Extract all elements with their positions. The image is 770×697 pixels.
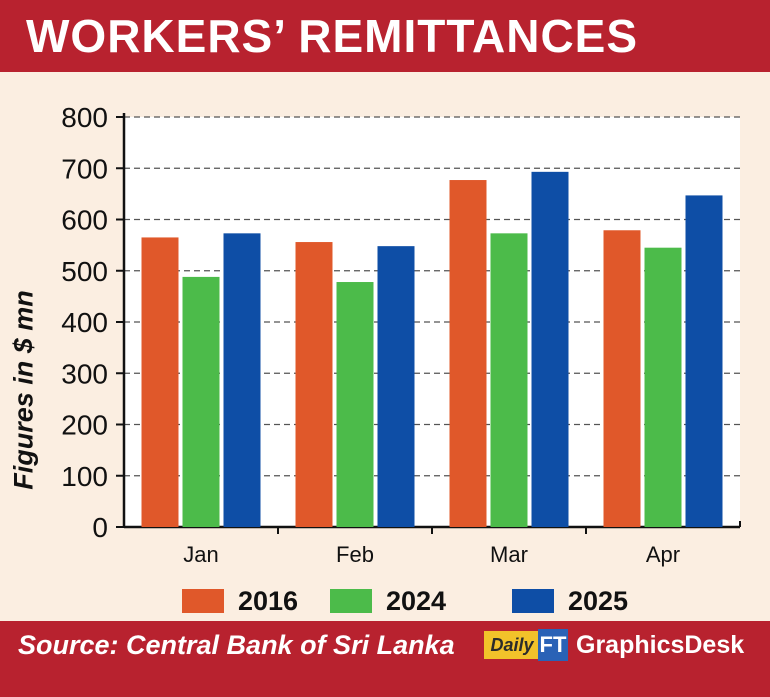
- y-tick-label-600: 600: [61, 205, 108, 236]
- bar-apr-2025: [685, 195, 723, 527]
- legend-swatch-2016: [182, 589, 224, 613]
- bar-feb-2024: [336, 282, 374, 527]
- bar-apr-2024: [644, 247, 682, 527]
- y-tick-label-700: 700: [61, 153, 108, 184]
- x-tick-label-mar: Mar: [490, 542, 528, 567]
- x-tick-label-apr: Apr: [646, 542, 680, 567]
- legend-label-2016: 2016: [238, 586, 299, 616]
- legend: 2016 2024 2025: [0, 580, 770, 620]
- y-tick-label-400: 400: [61, 307, 108, 338]
- chart-title: WORKERS’ REMITTANCES: [26, 10, 639, 62]
- source-note: Source: Central Bank of Sri Lanka: [18, 630, 455, 660]
- bar-apr-2016: [603, 230, 641, 527]
- bar-mar-2016: [449, 180, 487, 527]
- x-tick-label-jan: Jan: [183, 542, 218, 567]
- legend-label-2025: 2025: [568, 586, 629, 616]
- legend-swatch-2025: [512, 589, 554, 613]
- bar-chart: 0 100 200 300 400 500 600 700 800 Jan Feb Mar Apr: [61, 102, 741, 567]
- brand-desk: GraphicsDesk: [576, 631, 745, 659]
- y-tick-label-300: 300: [61, 358, 108, 389]
- y-tick-label-500: 500: [61, 256, 108, 287]
- y-tick-label-0: 0: [92, 512, 108, 543]
- bar-feb-2016: [295, 242, 333, 528]
- x-tick-label-feb: Feb: [336, 542, 374, 567]
- brand-daily: Daily: [484, 631, 540, 659]
- footer-banner: Source: Central Bank of Sri Lanka Daily …: [0, 621, 770, 697]
- y-tick-label-200: 200: [61, 410, 108, 441]
- header-banner: WORKERS’ REMITTANCES: [0, 0, 770, 72]
- y-axis-label: Figures in $ mn: [8, 290, 39, 490]
- bar-mar-2024: [490, 233, 528, 527]
- bar-mar-2025: [531, 171, 569, 527]
- brand-ft: FT: [538, 629, 568, 661]
- bar-jan-2016: [141, 237, 179, 527]
- bar-feb-2025: [377, 246, 415, 527]
- legend-label-2024: 2024: [386, 586, 447, 616]
- legend-swatch-2024: [330, 589, 372, 613]
- bar-jan-2024: [182, 276, 220, 527]
- brand-logo: Daily FT GraphicsDesk: [484, 629, 764, 661]
- y-tick-label-800: 800: [61, 102, 108, 133]
- bar-jan-2025: [223, 233, 261, 527]
- y-tick-label-100: 100: [61, 461, 108, 492]
- chart-area: 0 100 200 300 400 500 600 700 800 Jan Feb Mar Apr Fi…: [0, 72, 770, 620]
